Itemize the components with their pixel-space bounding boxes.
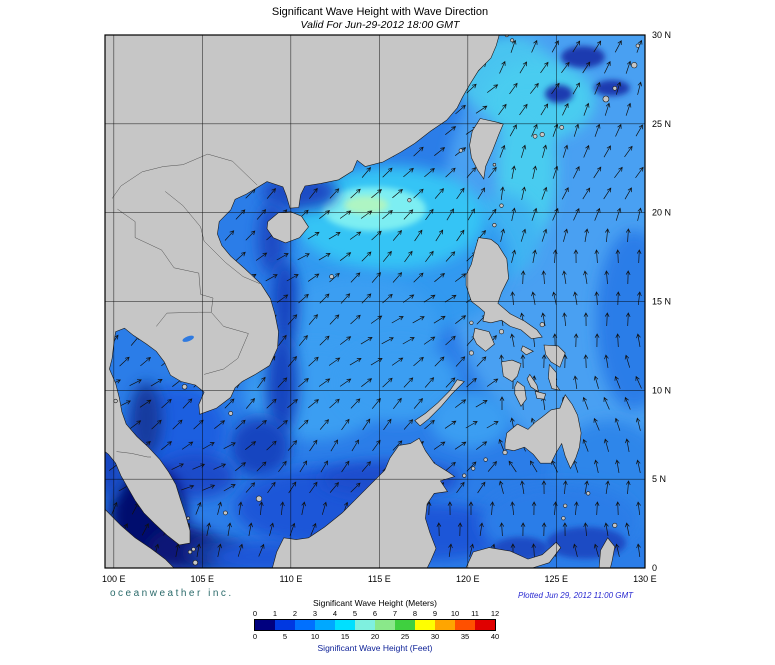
colorbar-gradient-bar	[254, 619, 496, 631]
lat-axis-label: 5 N	[652, 474, 666, 484]
colorbar-segment	[455, 620, 475, 630]
meter-tick-label: 12	[490, 609, 500, 618]
tonle-sap-lake	[182, 335, 194, 342]
meter-tick-label: 2	[292, 609, 298, 618]
colorbar-title-meters: Significant Wave Height (Meters)	[313, 598, 437, 608]
colorbar-segment	[355, 620, 375, 630]
meter-tick-label: 11	[471, 609, 479, 618]
feet-tick-label: 0	[252, 632, 258, 641]
lat-axis-label: 10 N	[652, 385, 671, 395]
colorbar-segment	[335, 620, 355, 630]
colorbar-segment	[415, 620, 435, 630]
meter-tick-label: 8	[412, 609, 418, 618]
land-layer	[105, 35, 640, 568]
meter-tick-label: 7	[392, 609, 398, 618]
colorbar-segment	[295, 620, 315, 630]
plot-border	[104, 34, 646, 569]
meter-tick-label: 3	[312, 609, 318, 618]
lon-axis-label: 115 E	[368, 574, 391, 584]
lat-axis-label: 15 N	[652, 297, 671, 307]
feet-tick-label: 35	[460, 632, 470, 641]
lon-axis-label: 100 E	[102, 574, 126, 584]
feet-tick-label: 40	[490, 632, 500, 641]
country-borders	[111, 153, 260, 458]
feet-tick-label: 20	[370, 632, 380, 641]
lat-axis-label: 25 N	[652, 119, 671, 129]
colorbar-meter-ticks: 0 1 2 3 4 5 6 7 8 9 10 11 12	[252, 609, 500, 619]
lon-axis-label: 105 E	[191, 574, 215, 584]
feet-tick-label: 10	[310, 632, 320, 641]
feet-tick-label: 15	[340, 632, 350, 641]
feet-tick-label: 30	[430, 632, 440, 641]
feet-tick-label: 25	[400, 632, 410, 641]
colorbar-segment	[395, 620, 415, 630]
meter-tick-label: 5	[352, 609, 358, 618]
lat-axis-label: 30 N	[652, 30, 671, 40]
meter-tick-label: 0	[252, 609, 258, 618]
axis-labels: 100 E 105 E 110 E 115 E 120 E 125 E 130 E0 5 N 1…	[102, 30, 671, 584]
meter-tick-label: 1	[272, 609, 278, 618]
plot-area	[105, 35, 645, 568]
colorbar-title-feet: Significant Wave Height (Feet)	[317, 643, 433, 653]
lon-axis-label: 125 E	[545, 574, 569, 584]
latlon-grid	[105, 35, 645, 568]
plotted-timestamp: Plotted Jun 29, 2012 11:00 GMT	[518, 591, 634, 600]
lon-axis-label: 110 E	[279, 574, 302, 584]
meter-tick-label: 9	[432, 609, 438, 618]
colorbar-segment	[435, 620, 455, 630]
meter-tick-label: 4	[332, 609, 338, 618]
oceanweather-credit: oceanweather inc.	[110, 588, 234, 599]
colorbar-segment	[375, 620, 395, 630]
lon-axis-label: 130 E	[633, 574, 657, 584]
colorbar-segment	[255, 620, 275, 630]
lon-axis-label: 120 E	[456, 574, 480, 584]
feet-tick-label: 5	[282, 632, 288, 641]
colorbar-feet-ticks: 0 5 10 15 20 25 30 35 40	[252, 632, 500, 642]
meter-tick-label: 6	[372, 609, 378, 618]
page-title: Significant Wave Height with Wave Direct…	[271, 6, 489, 18]
lat-axis-label: 20 N	[652, 208, 671, 218]
lat-axis-label: 0	[652, 563, 657, 573]
colorbar-segment	[475, 620, 495, 630]
meter-tick-label: 10	[450, 609, 460, 618]
valid-time-subtitle: Valid For Jun-29-2012 18:00 GMT	[300, 19, 460, 31]
colorbar-segment	[275, 620, 295, 630]
colorbar-segment	[315, 620, 335, 630]
